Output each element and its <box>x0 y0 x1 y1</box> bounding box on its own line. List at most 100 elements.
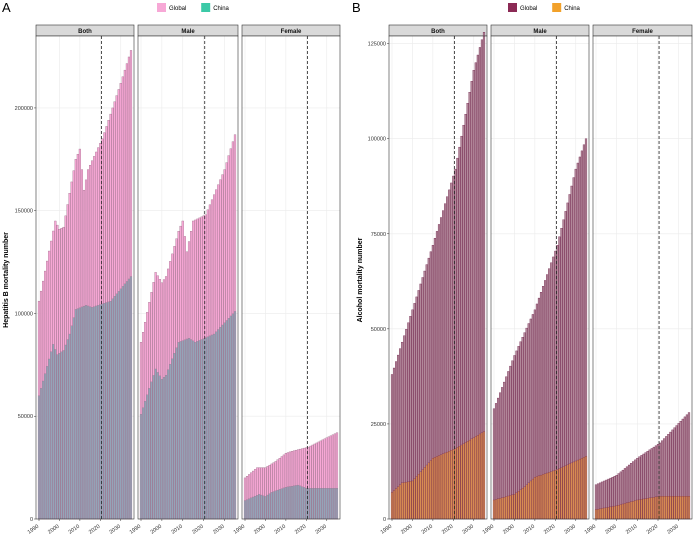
bars <box>594 412 691 520</box>
bar-china-1994 <box>252 496 255 520</box>
bar-china-2033 <box>478 433 481 520</box>
bar-china-1996 <box>152 375 155 520</box>
bar-china-2024 <box>210 334 214 520</box>
x-tick-label: 2020 <box>294 524 307 536</box>
x-tick-label: 2000 <box>502 524 515 536</box>
bar-china-1997 <box>507 495 510 520</box>
bar-china-2017 <box>196 341 199 520</box>
bar-china-1992 <box>497 498 500 520</box>
bar-china-2020 <box>99 304 102 520</box>
bar-china-2000 <box>513 494 516 520</box>
x-tick-label: 2030 <box>212 524 225 536</box>
bar-china-2017 <box>650 497 653 520</box>
bar-china-2003 <box>64 344 67 520</box>
bar-china-2006 <box>173 353 176 520</box>
bar-china-2005 <box>274 490 277 520</box>
y-tick-label: 100000 <box>368 137 386 143</box>
bar-china-2025 <box>462 443 465 520</box>
bar-china-2030 <box>223 322 226 520</box>
bar-china-2034 <box>333 488 336 520</box>
bar-china-2014 <box>87 305 90 520</box>
bar-china-2004 <box>169 364 172 520</box>
bar-china-2008 <box>177 342 180 520</box>
bar-china-1999 <box>409 481 412 520</box>
bar-china-2015 <box>89 306 92 520</box>
panel-border <box>35 35 135 520</box>
bar-china-2018 <box>95 305 98 520</box>
bar-china-2030 <box>472 437 475 520</box>
bar-china-1990 <box>243 500 247 520</box>
bar-china-2011 <box>535 476 538 520</box>
legend-swatch-global <box>157 3 166 12</box>
bar-china-2029 <box>221 324 224 520</box>
bar-china-1997 <box>52 344 55 520</box>
bar-china-1991 <box>246 499 249 520</box>
panel-border <box>592 35 693 520</box>
bar-china-2008 <box>280 488 283 520</box>
x-tick-label: 2000 <box>400 524 413 536</box>
bar-china-2035 <box>687 496 691 520</box>
facet-both: Both 1990 2000 2010 2020 2030 0 25000 50000 75000… <box>368 24 488 536</box>
bar-china-1991 <box>393 490 396 520</box>
bar-china-2026 <box>215 331 218 520</box>
bar-china-1995 <box>401 482 404 520</box>
bar-china-2033 <box>229 315 232 520</box>
bar-china-1990 <box>139 414 143 520</box>
bar-china-2035 <box>584 456 588 520</box>
legend-label-china: China <box>564 6 580 12</box>
bar-china-2017 <box>93 306 96 520</box>
bar-china-2012 <box>537 475 541 520</box>
x-tick-label: 1990 <box>27 524 40 536</box>
bar-china-2023 <box>208 335 211 520</box>
bar-china-2023 <box>105 302 108 520</box>
bar-china-2026 <box>111 298 114 520</box>
x-tick-label: 1990 <box>380 524 393 536</box>
bar-china-2028 <box>570 462 573 520</box>
y-tick-label: 50000 <box>371 327 386 333</box>
bar-china-1996 <box>50 351 53 520</box>
bar-china-2003 <box>519 489 522 520</box>
bar-china-2006 <box>525 484 528 520</box>
bar-china-2000 <box>615 505 618 520</box>
bar-china-2022 <box>456 447 459 520</box>
bar-china-2002 <box>517 491 520 520</box>
bar-china-1993 <box>146 394 149 520</box>
bar-china-2012 <box>82 305 86 520</box>
bar-china-1997 <box>258 494 261 520</box>
bar-china-1999 <box>262 495 265 520</box>
facet-strip-label: Male <box>181 29 195 35</box>
bar-china-2015 <box>544 473 547 520</box>
bar-china-2007 <box>72 317 75 520</box>
bar-china-2016 <box>444 452 447 520</box>
bar-china-2024 <box>460 444 463 520</box>
x-tick-label: 2010 <box>421 524 434 536</box>
bar-china-2001 <box>266 494 269 520</box>
bar-china-2029 <box>470 438 473 520</box>
bar-china-2034 <box>685 496 688 520</box>
x-tick-label: 2030 <box>461 524 474 536</box>
bar-china-2013 <box>539 474 543 520</box>
bar-china-1999 <box>511 494 514 520</box>
bar-china-2005 <box>421 469 424 520</box>
bar-china-2026 <box>669 496 672 520</box>
bar-china-2017 <box>299 485 302 520</box>
bar-china-2011 <box>80 306 83 520</box>
x-tick-label: 2030 <box>314 524 327 536</box>
bar-china-1998 <box>260 494 263 520</box>
y-tick-label: 50000 <box>18 414 33 420</box>
legend-label-global: Global <box>169 6 186 12</box>
bar-china-2029 <box>323 488 326 520</box>
bar-china-2002 <box>165 375 168 520</box>
x-tick-label: 2020 <box>191 524 204 536</box>
bar-china-1995 <box>503 497 506 520</box>
bar-china-2023 <box>458 446 461 520</box>
bar-china-2003 <box>621 503 624 520</box>
bar-china-1990 <box>37 395 41 520</box>
bar-china-1993 <box>397 486 400 520</box>
bar-china-2035 <box>335 488 339 520</box>
bar-china-2011 <box>183 339 186 520</box>
bar-china-2028 <box>321 488 324 520</box>
bar-china-2032 <box>681 496 684 520</box>
bar-china-2027 <box>568 463 571 520</box>
bar-china-2009 <box>634 500 637 520</box>
